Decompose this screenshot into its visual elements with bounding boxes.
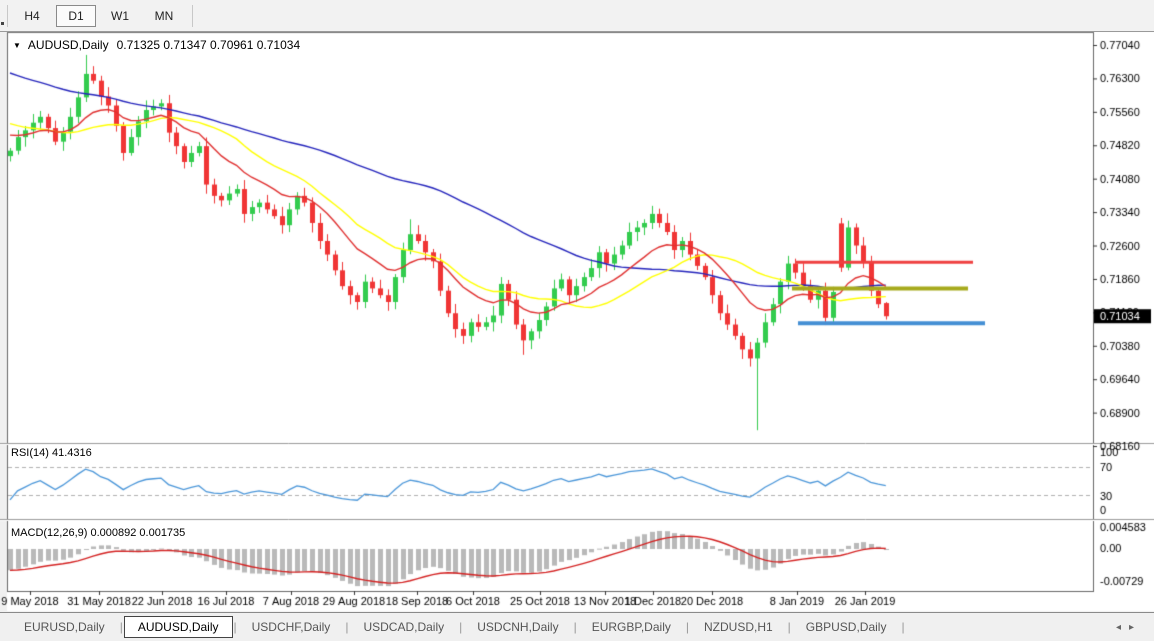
tab-usdchf-daily[interactable]: USDCHF,Daily (251, 620, 331, 634)
tab-usdcad-daily[interactable]: USDCAD,Daily (363, 620, 445, 634)
tab-separator: | (901, 620, 905, 634)
tab-separator: | (685, 620, 689, 634)
tab-separator: | (787, 620, 791, 634)
chart-ohlc-values: 0.71325 0.71347 0.70961 0.71034 (116, 38, 301, 52)
tab-eurusd-daily[interactable]: EURUSD,Daily (24, 620, 105, 634)
tab-scroll-right-icon[interactable]: ▸ (1128, 621, 1142, 633)
toolbar-separator (192, 4, 193, 27)
tab-eurgbp-daily[interactable]: EURGBP,Daily (591, 620, 671, 634)
chart-title: ▼ AUDUSD,Daily 0.71325 0.71347 0.70961 0.7… (13, 38, 300, 52)
tab-separator: | (459, 620, 463, 634)
timeframe-buttons: H4 D1 W1 MN (8, 4, 184, 27)
tab-audusd-daily[interactable]: AUDUSD,Daily (123, 616, 233, 638)
timeframe-button-h4[interactable]: H4 (24, 8, 40, 23)
timeframe-button-d1[interactable]: D1 (56, 4, 96, 27)
tab-usdcnh-daily[interactable]: USDCNH,Daily (477, 620, 559, 634)
toolbar-overflow-partial-button[interactable] (0, 4, 8, 27)
tab-separator: | (345, 620, 349, 634)
macd-indicator-title: MACD(12,26,9) 0.000892 0.001735 (11, 527, 186, 539)
symbol-tabs: EURUSD,Daily | AUDUSD,Daily | USDCHF,Daily | U… (10, 616, 906, 638)
tab-nzdusd-h1[interactable]: NZDUSD,H1 (703, 620, 773, 634)
rsi-indicator-title: RSI(14) 41.4316 (11, 447, 92, 459)
tab-scroll-left-icon[interactable]: ◂ (1115, 621, 1129, 633)
tab-separator: | (119, 620, 123, 634)
timeframe-button-w1[interactable]: W1 (111, 8, 129, 23)
tab-scroll-arrows: ◂▸ (1116, 622, 1142, 633)
chart-dropdown-icon[interactable]: ▼ (13, 41, 21, 50)
timeframe-button-mn[interactable]: MN (154, 8, 174, 23)
chart-symbol-title: AUDUSD,Daily (27, 38, 109, 52)
tab-gbpusd-daily[interactable]: GBPUSD,Daily (805, 620, 887, 634)
tab-separator: | (233, 620, 237, 634)
tab-separator: | (573, 620, 577, 634)
timeframe-toolbar: H4 D1 W1 MN (0, 0, 1154, 32)
symbol-tab-bar: EURUSD,Daily | AUDUSD,Daily | USDCHF,Daily | U… (0, 612, 1154, 641)
